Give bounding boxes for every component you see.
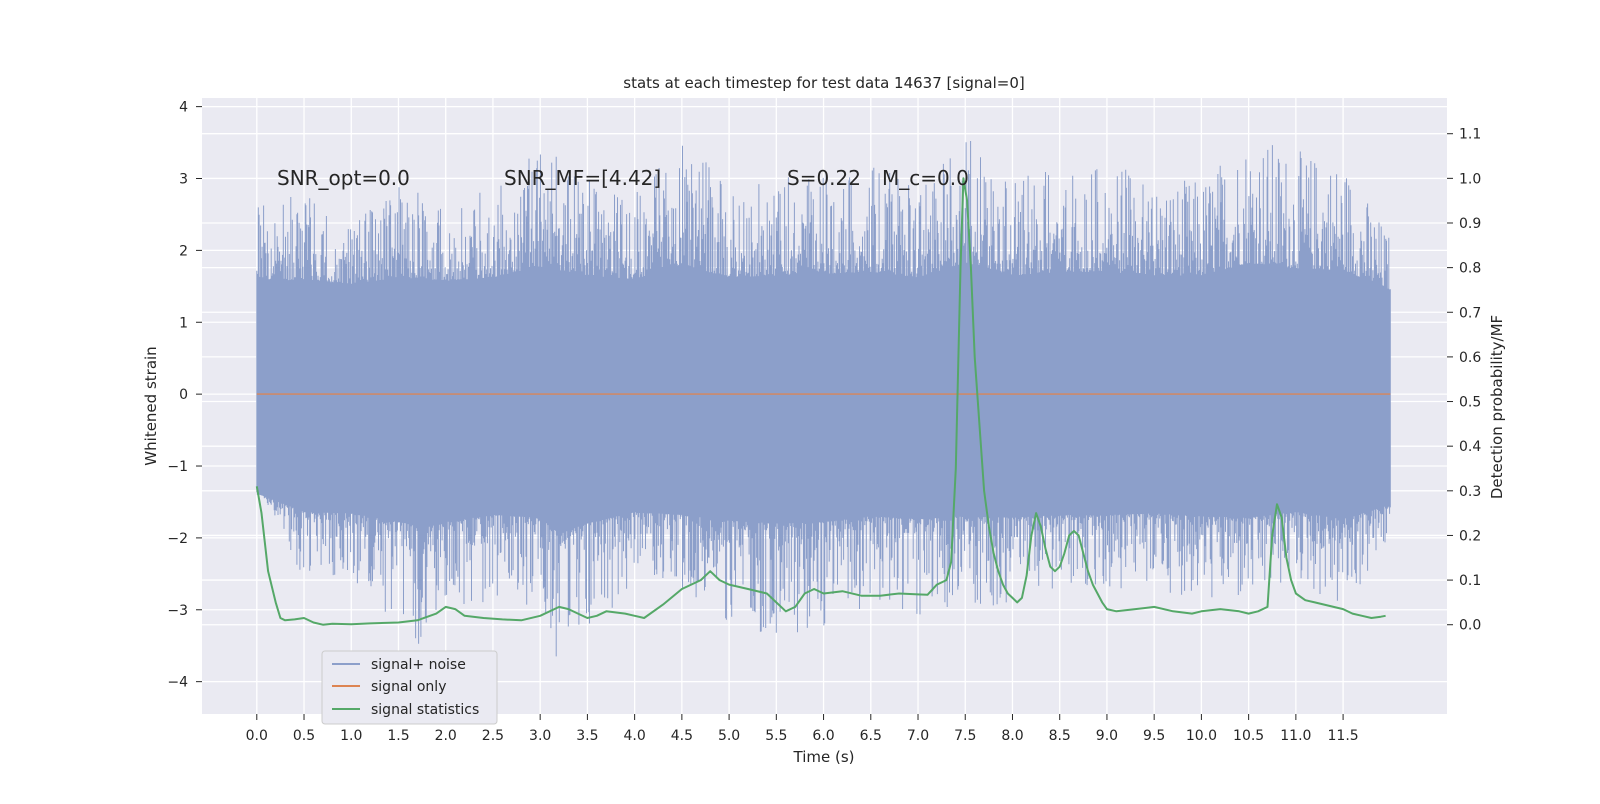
legend: signal+ noise signal only signal statist… xyxy=(321,650,498,725)
signal-statistics-series xyxy=(255,177,1386,626)
y-right-tick-label: 1.1 xyxy=(1459,127,1481,143)
x-tick-label: 4.0 xyxy=(623,728,645,744)
x-tick-label: 0.5 xyxy=(293,728,315,744)
y-left-tick-label: −1 xyxy=(167,459,188,475)
x-tick-label: 10.0 xyxy=(1186,728,1217,744)
x-tick-label: 1.0 xyxy=(340,728,362,744)
annotation-s-stat: S=0.22 xyxy=(787,166,861,190)
y-left-tick-label: −4 xyxy=(167,675,188,691)
y-right-tick-label: 0.6 xyxy=(1459,350,1481,366)
legend-label-signal-only: signal only xyxy=(371,679,446,695)
y-axis-right-ticks: 0.0 0.1 0.2 0.3 0.4 0.5 0.6 0.7 0.8 0.9 1.0 1.1 xyxy=(1447,127,1481,634)
y-axis-left-ticks: −4 −3 −2 −1 0 1 2 3 4 xyxy=(167,100,202,691)
y-left-tick-label: −3 xyxy=(167,603,188,619)
x-tick-label: 11.5 xyxy=(1328,728,1359,744)
x-tick-label: 9.0 xyxy=(1096,728,1118,744)
noise-spikes xyxy=(256,141,1391,657)
annotation-snr-opt: SNR_opt=0.0 xyxy=(277,166,410,190)
y-right-tick-label: 0.9 xyxy=(1459,216,1481,232)
y-left-tick-label: 2 xyxy=(179,243,188,259)
chart-title: stats at each timestep for test data 146… xyxy=(623,74,1024,92)
signal-noise-series xyxy=(256,141,1391,657)
y-axis-right-label: Detection probability/MF xyxy=(1488,315,1506,499)
y-right-tick-label: 0.2 xyxy=(1459,528,1481,544)
x-axis-label: Time (s) xyxy=(793,748,855,766)
x-tick-label: 8.5 xyxy=(1049,728,1071,744)
y-right-tick-label: 1.0 xyxy=(1459,171,1481,187)
x-tick-label: 11.0 xyxy=(1280,728,1311,744)
x-axis-ticks: 0.0 0.5 1.0 1.5 2.0 2.5 3.0 3.5 4.0 4.5 5.0 5.5 6.0 6… xyxy=(246,714,1359,744)
x-tick-label: 9.5 xyxy=(1143,728,1165,744)
y-left-tick-label: 4 xyxy=(179,100,188,116)
x-tick-label: 5.0 xyxy=(718,728,740,744)
y-right-tick-label: 0.7 xyxy=(1459,305,1481,321)
x-tick-label: 0.0 xyxy=(246,728,268,744)
x-tick-label: 7.0 xyxy=(907,728,929,744)
annotation-mc: M_c=0.0 xyxy=(882,166,969,190)
y-right-tick-label: 0.3 xyxy=(1459,484,1481,500)
y-right-tick-label: 0.5 xyxy=(1459,395,1481,411)
x-tick-label: 2.0 xyxy=(435,728,457,744)
x-tick-label: 4.5 xyxy=(671,728,693,744)
x-tick-label: 2.5 xyxy=(482,728,504,744)
legend-box xyxy=(321,650,498,725)
y-left-tick-label: 3 xyxy=(179,172,188,188)
x-tick-label: 5.5 xyxy=(765,728,787,744)
y-right-tick-label: 0.1 xyxy=(1459,573,1481,589)
x-tick-label: 7.5 xyxy=(954,728,976,744)
y-left-tick-label: 1 xyxy=(179,315,188,331)
x-tick-label: 1.5 xyxy=(387,728,409,744)
y-left-tick-label: 0 xyxy=(179,387,188,403)
legend-label-signal-noise: signal+ noise xyxy=(371,657,466,673)
y-left-tick-label: −2 xyxy=(167,531,188,547)
x-tick-label: 6.5 xyxy=(860,728,882,744)
legend-label-signal-statistics: signal statistics xyxy=(371,702,479,718)
x-tick-label: 8.0 xyxy=(1001,728,1023,744)
x-tick-label: 3.5 xyxy=(576,728,598,744)
x-tick-label: 3.0 xyxy=(529,728,551,744)
x-tick-label: 6.0 xyxy=(812,728,834,744)
signal-statistics-line xyxy=(255,177,1386,626)
y-axis-left-label: Whitened strain xyxy=(142,346,160,465)
x-tick-label: 10.5 xyxy=(1233,728,1264,744)
annotation-snr-mf: SNR_MF=[4.42] xyxy=(504,166,661,190)
y-right-tick-label: 0.0 xyxy=(1459,618,1481,634)
y-right-tick-label: 0.4 xyxy=(1459,439,1481,455)
y-right-tick-label: 0.8 xyxy=(1459,261,1481,277)
